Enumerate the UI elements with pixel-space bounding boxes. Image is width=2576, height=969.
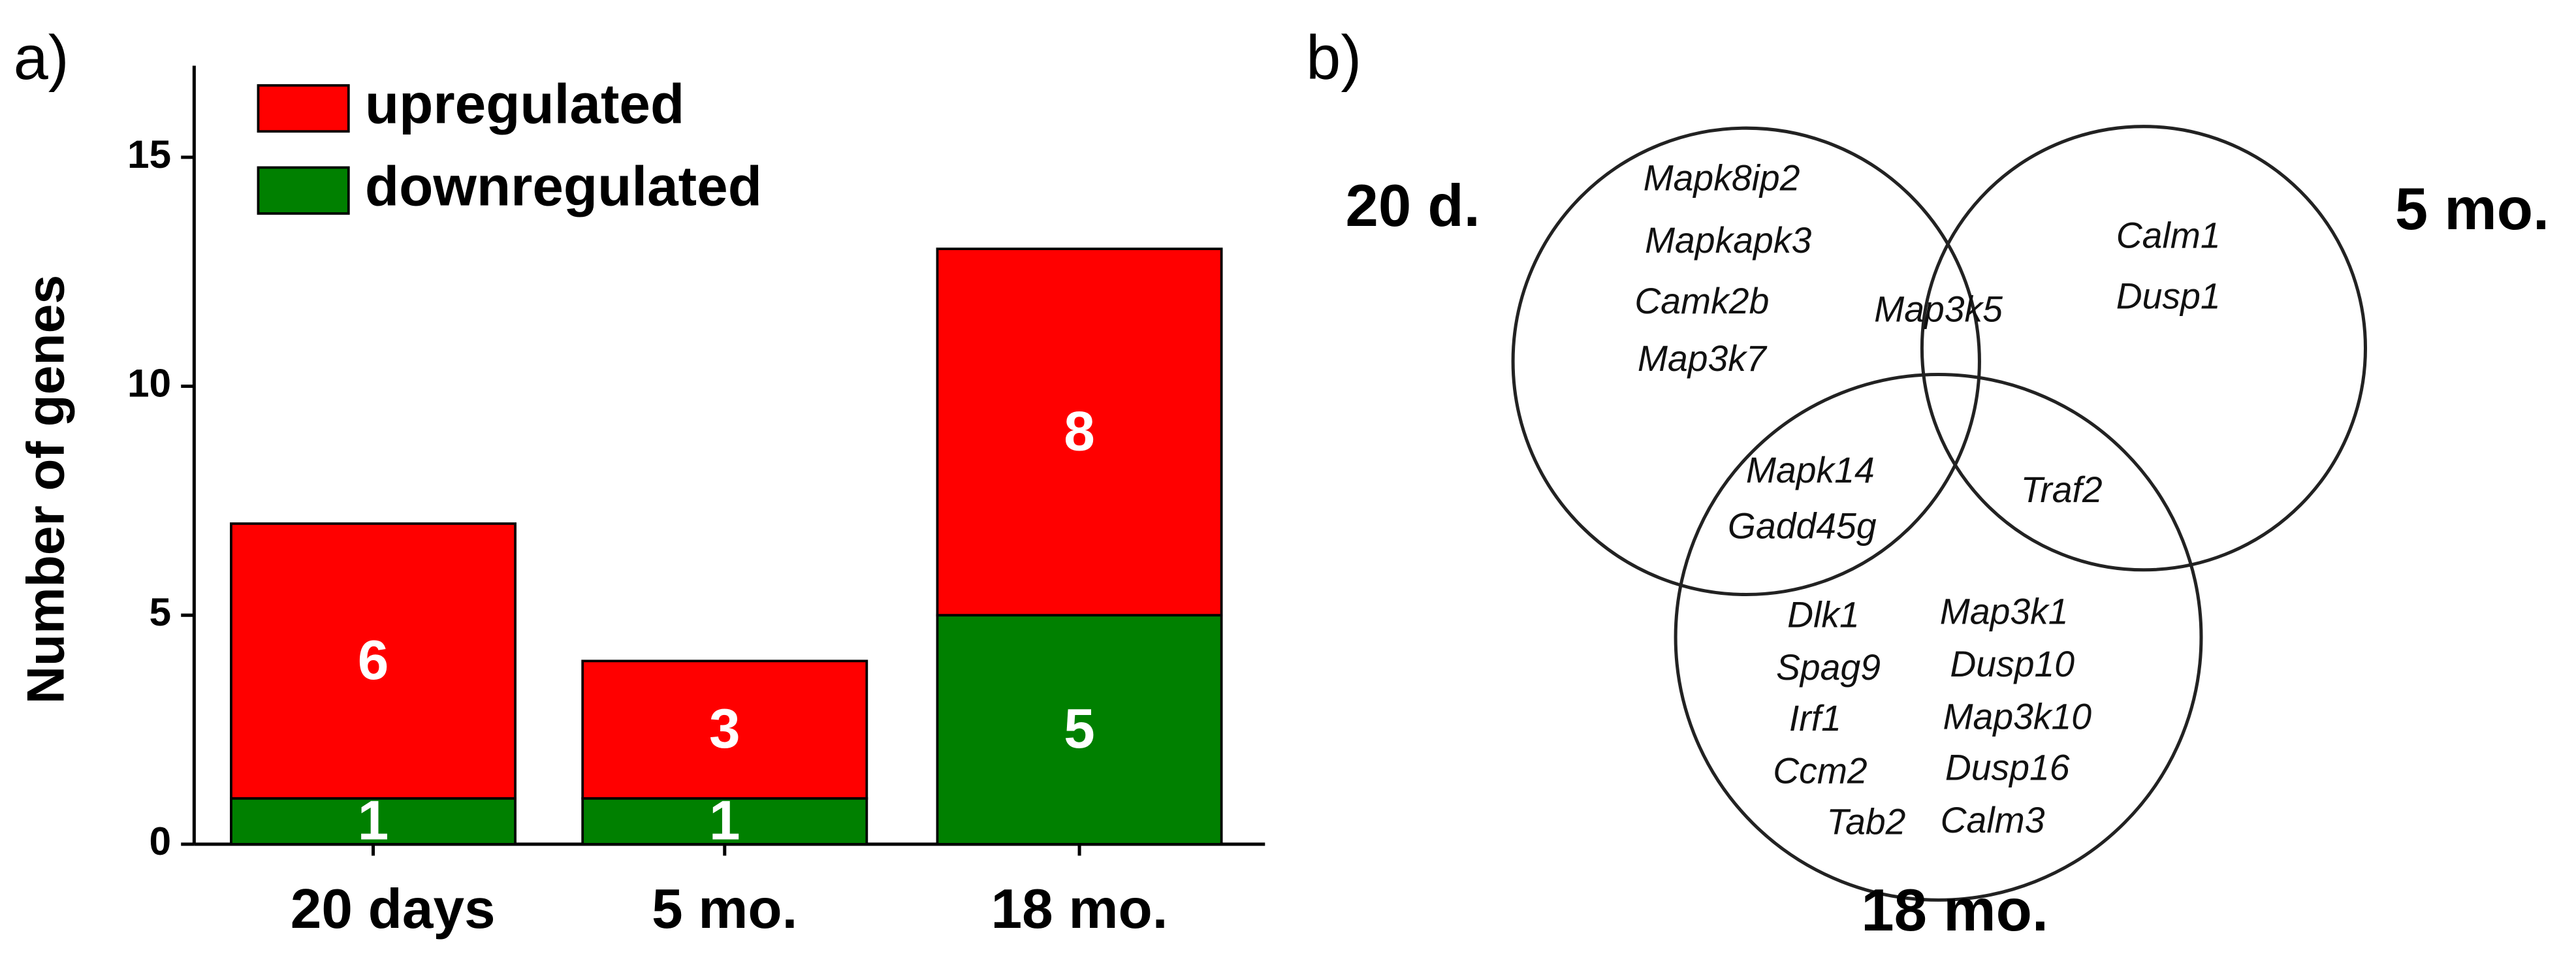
set-label: 5 mo.: [2395, 176, 2549, 242]
gene-label: Dusp10: [1950, 644, 2075, 684]
gene-label: Mapk14: [1746, 450, 1875, 490]
venn-circle: [1920, 125, 2368, 572]
gene-label: Dusp16: [1945, 747, 2070, 787]
set-label: 18 mo.: [1861, 878, 2048, 944]
value-label: 1: [709, 789, 740, 851]
gene-label: Map3k7: [1638, 338, 1768, 379]
value-label: 1: [358, 789, 389, 851]
gene-label: Traf2: [2021, 469, 2103, 510]
value-label: 3: [709, 698, 740, 760]
set-label: 20 d.: [1346, 173, 1480, 239]
gene-label: Gadd45g: [1728, 506, 1877, 547]
bar-segment: [936, 247, 1223, 617]
y-axis-label: Number of genes: [16, 275, 75, 704]
gene-label: Spag9: [1776, 647, 1881, 688]
gene-label: Mapk8ip2: [1644, 157, 1800, 198]
gene-label: Map3k1: [1940, 591, 2069, 631]
gene-label: Tab2: [1826, 801, 1905, 842]
gene-label: Ccm2: [1773, 750, 1867, 791]
gene-label: Dusp1: [2116, 276, 2221, 316]
gene-label: Dlk1: [1787, 594, 1860, 635]
legend-swatch: [257, 166, 350, 215]
gene-label: Camk2b: [1634, 281, 1769, 321]
bar-segment: [581, 659, 868, 800]
value-label: 8: [1064, 400, 1095, 462]
x-tick-label: 18 mo.: [991, 878, 1168, 940]
gene-label: Map3k5: [1874, 289, 2003, 330]
value-label: 6: [358, 629, 389, 691]
gene-label: Map3k10: [1943, 696, 2091, 737]
value-label: 5: [1064, 698, 1095, 760]
legend-swatch: [257, 84, 350, 133]
x-tick-label: 5 mo.: [652, 878, 797, 940]
legend-label: upregulated: [365, 74, 684, 136]
gene-label: Calm3: [1941, 800, 2045, 840]
bar-segment: [230, 522, 517, 800]
y-tick-label: 5: [150, 590, 172, 634]
gene-label: Mapkapk3: [1645, 220, 1812, 261]
venn-circle: [1511, 126, 1981, 597]
y-tick-label: 0: [150, 819, 172, 863]
legend-label: downregulated: [365, 155, 762, 217]
gene-label: Irf1: [1789, 698, 1841, 739]
y-tick-label: 15: [127, 132, 171, 176]
venn-circle: [1674, 372, 2203, 902]
x-tick-label: 20 days: [291, 878, 496, 940]
gene-label: Calm1: [2116, 215, 2221, 255]
panel-label: b): [1306, 23, 1361, 93]
y-tick-label: 10: [127, 360, 171, 405]
panel-label: a): [14, 23, 69, 93]
